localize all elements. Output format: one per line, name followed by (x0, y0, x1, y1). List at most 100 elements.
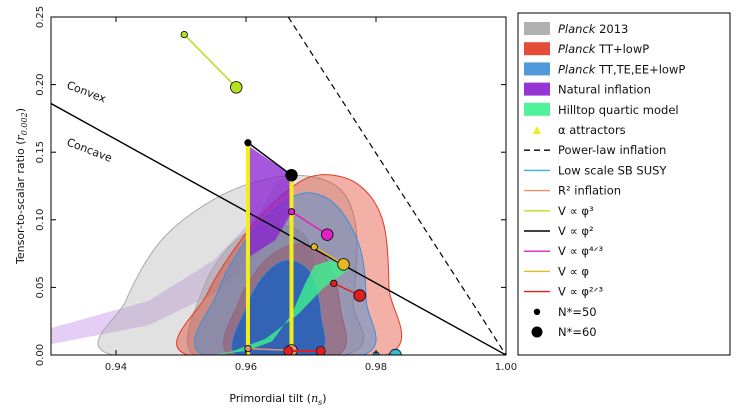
legend-swatch (524, 102, 550, 116)
alpha-attractor-marker (289, 224, 294, 229)
series-point-n50 (310, 243, 318, 251)
series-point-n50 (330, 279, 338, 287)
y-tick-label: 0.05 (35, 276, 46, 298)
legend-item: V ∝ φ³ (524, 204, 594, 218)
legend-label: V ∝ φ² (558, 224, 594, 238)
legend-label: Planck TT+lowP (558, 42, 649, 56)
legend-swatch (524, 82, 550, 96)
legend-item: Hilltop quartic model (524, 102, 679, 117)
alpha-attractor-marker (245, 163, 251, 167)
x-axis-label: Primordial tilt (ns) (229, 392, 326, 407)
legend-item: Planck 2013 (524, 22, 628, 36)
legend-swatch (524, 62, 550, 76)
alpha-attractor-marker (289, 338, 294, 343)
alpha-attractor-marker (245, 286, 251, 290)
legend-label: Natural inflation (558, 83, 651, 97)
legend-item: Planck TT,TE,EE+lowP (524, 62, 685, 76)
series-line (183, 34, 237, 88)
alpha-attractor-marker (289, 286, 294, 290)
legend-item: R² inflation (524, 184, 621, 198)
alpha-attractor-marker (245, 198, 251, 202)
legend-label: Hilltop quartic model (558, 103, 679, 117)
alpha-attractor-marker (245, 277, 251, 281)
series-point-n60 (353, 289, 366, 302)
y-axis-label: Tensor-to-scalar ratio (r0.002) (14, 108, 29, 265)
legend-label: Power-law inflation (558, 143, 666, 157)
alpha-attractor-marker (289, 250, 294, 255)
hilltop-quartic-region (213, 260, 350, 355)
plot-border (50, 16, 507, 356)
series-point-n60 (389, 348, 402, 355)
alpha-attractor-marker (245, 215, 251, 220)
plot-area (50, 16, 507, 356)
y-axis-ticks: 0.00 0.05 0.10 0.15 0.20 0.25 (35, 6, 506, 366)
legend-label: V ∝ φ (558, 264, 589, 278)
x-tick-label: 1.00 (495, 362, 517, 373)
series-point-n60 (285, 168, 298, 182)
series-point-n60 (230, 81, 243, 94)
alpha-attractor-marker (245, 303, 251, 308)
tt-te-ee-lowp-core (232, 260, 326, 355)
alpha-attractor-marker (289, 215, 294, 220)
power-law-line (287, 17, 506, 355)
series-point-n60 (337, 258, 350, 271)
legend-label: V ∝ φ²ᐟ³ (558, 285, 603, 299)
legend-label: Planck 2013 (558, 22, 628, 36)
legend-item: N*=50 (533, 305, 597, 319)
alpha-attractor-marker (245, 171, 251, 176)
alpha-attractor-marker (245, 259, 251, 264)
legend-item: V ∝ φ²ᐟ³ (524, 285, 603, 299)
legend-label: R² inflation (558, 184, 621, 198)
legend-label: N*=60 (558, 325, 597, 339)
alpha-attractor-marker (245, 180, 251, 185)
natural-inflation-dark (247, 145, 292, 258)
alpha-attractor-marker (289, 330, 294, 334)
legend-dot-small (533, 308, 541, 315)
alpha-attractor-marker (245, 321, 251, 325)
legend-item: Planck TT+lowP (524, 42, 649, 56)
legend-dot-large (531, 326, 543, 338)
alpha-attractor-marker (245, 233, 251, 237)
y-tick-label: 0.15 (35, 141, 46, 163)
legend-item: V ∝ φ⁴ᐟ³ (524, 244, 603, 258)
series-line (247, 142, 292, 176)
series-point-n50 (180, 30, 188, 39)
legend-label: Low scale SB SUSY (558, 163, 667, 177)
alpha-attractor-marker (289, 277, 294, 281)
y-tick-label: 0.10 (35, 209, 46, 231)
legend-swatch (524, 42, 550, 56)
alpha-attractor-marker (245, 242, 251, 246)
alpha-attractor-marker (289, 321, 294, 325)
legend-item: α attractors (533, 123, 626, 137)
alpha-attractor-marker (289, 180, 294, 185)
x-tick-label: 0.98 (365, 362, 387, 373)
legend-item: V ∝ φ (524, 264, 589, 278)
legend-item: Power-law inflation (524, 143, 666, 157)
legend-label: V ∝ φ⁴ᐟ³ (558, 244, 603, 258)
legend-label: Planck TT,TE,EE+lowP (558, 62, 685, 76)
x-axis-ticks: 0.94 0.96 0.98 1.00 (105, 17, 517, 373)
alpha-attractor-marker (245, 312, 251, 317)
y-tick-label: 0.25 (35, 6, 46, 28)
x-tick-label: 0.96 (235, 362, 257, 373)
alpha-attractor-marker (289, 294, 294, 299)
legend-item: N*=60 (531, 325, 597, 339)
alpha-attractor-marker (289, 198, 294, 202)
alpha-attractor-marker (245, 330, 251, 334)
series-point-n50 (244, 139, 252, 147)
legend: Planck 2013 Planck TT+lowP Planck TT,TE,EE… (517, 12, 731, 356)
legend-swatch (524, 22, 550, 35)
alpha-attractor-marker (245, 294, 251, 299)
legend-triangle (533, 126, 541, 134)
alpha-attractor-marker (245, 338, 251, 343)
alpha-attractor-marker (245, 154, 251, 158)
legend-item: Low scale SB SUSY (524, 163, 667, 177)
alpha-attractor-marker (289, 268, 294, 273)
alpha-attractor-marker (245, 145, 251, 150)
x-tick-label: 0.94 (105, 362, 127, 373)
alpha-attractor-marker (289, 242, 294, 246)
alpha-attractor-marker (289, 189, 294, 194)
alpha-attractor-marker (289, 312, 294, 317)
alpha-attractor-marker (245, 250, 251, 255)
